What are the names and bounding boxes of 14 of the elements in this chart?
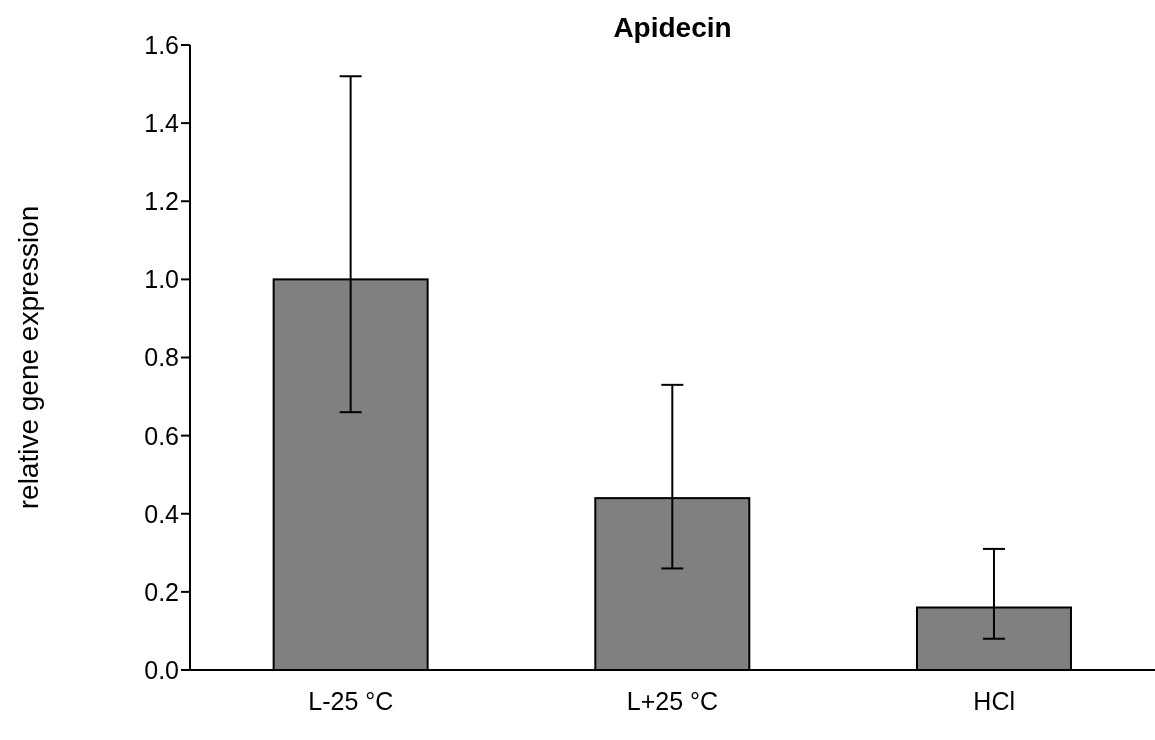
y-tick-label: 0.8 (144, 343, 179, 372)
y-tick-label: 1.0 (144, 265, 179, 294)
y-tick-label: 1.2 (144, 187, 179, 216)
x-tick-label: HCl (973, 686, 1015, 715)
x-tick-label: L-25 °C (308, 686, 394, 715)
chart-title: Apidecin (612, 12, 733, 44)
y-tick-label: 0.2 (144, 577, 179, 606)
y-axis-title: relative gene expression (12, 205, 44, 510)
y-tick-label: 1.4 (144, 109, 180, 137)
y-tick-label: 0.6 (144, 421, 179, 450)
y-tick-label: 1.6 (144, 30, 179, 59)
y-tick-label: 0.0 (144, 655, 179, 684)
x-tick-label: L+25 °C (626, 686, 719, 715)
y-tick-label: 0.4 (144, 499, 180, 528)
